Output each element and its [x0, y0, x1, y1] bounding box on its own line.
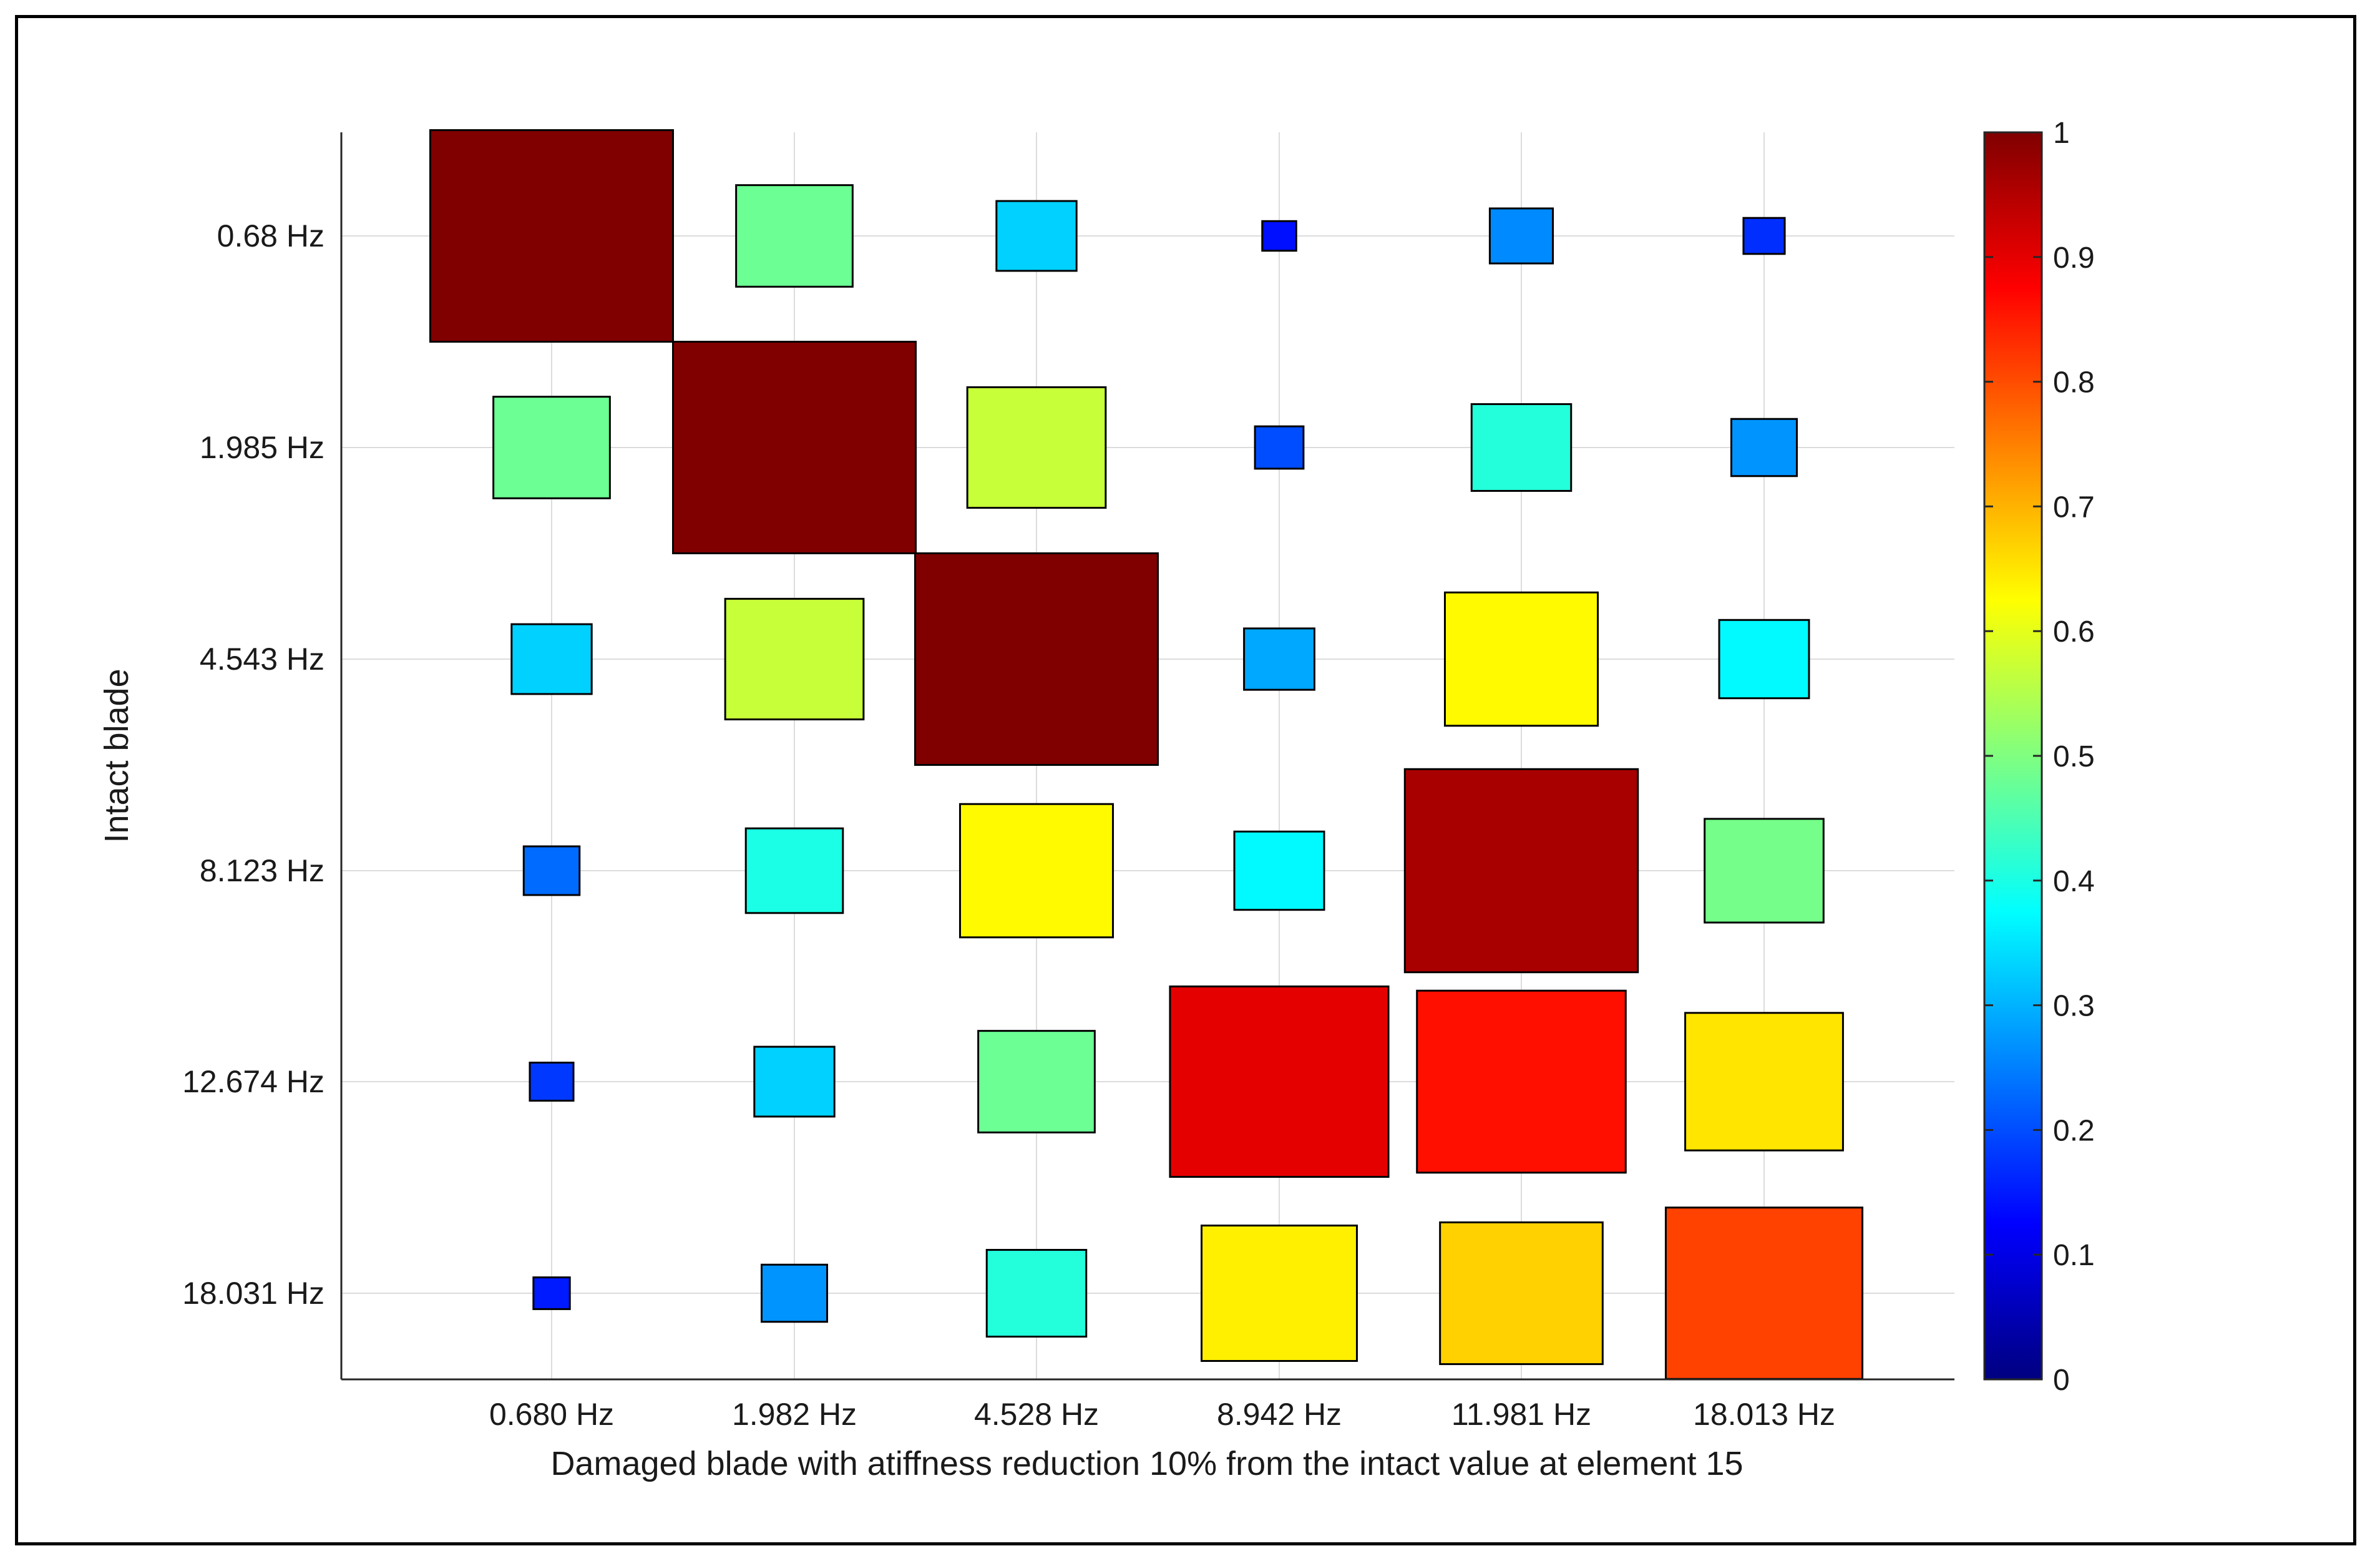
heatmap-cell-r5-c2 [985, 1249, 1088, 1338]
y-tick-label: 4.543 Hz [200, 642, 324, 677]
figure-frame [15, 15, 2356, 1545]
heatmap-cell-r1-c1 [672, 341, 917, 554]
heatmap-cell-r5-c3 [1201, 1225, 1358, 1362]
y-tick-labels: 0.68 Hz 1.985 Hz 4.543 Hz 8.123 Hz 12.674 Hz… [182, 218, 324, 1311]
heatmap-cell-r3-c3 [1233, 830, 1325, 911]
heatmap-cell-r1-c4 [1470, 403, 1573, 492]
x-tick-label: 4.528 Hz [974, 1397, 1099, 1432]
heatmap-cell-r4-c1 [753, 1045, 836, 1118]
colorbar-tick-label: 0.2 [2053, 1114, 2095, 1147]
x-tick-labels: 0.680 Hz 1.982 Hz 4.528 Hz 8.942 Hz 11.981 H… [489, 1397, 1835, 1432]
heatmap-cell-r2-c0 [510, 623, 593, 695]
colorbar-tick-label: 0.7 [2053, 491, 2095, 524]
y-axis-label: Intact blade [98, 668, 135, 843]
heatmap-cell-r5-c4 [1439, 1221, 1604, 1366]
colorbar-tick-label: 0.5 [2053, 740, 2095, 773]
heatmap-cell-r3-c2 [958, 803, 1114, 939]
heatmap-cell-r1-c2 [966, 386, 1107, 509]
heatmap-cell-r5-c5 [1664, 1206, 1864, 1380]
colorbar-tick-label: 0.6 [2053, 615, 2095, 648]
heatmap-cell-r4-c5 [1684, 1012, 1844, 1152]
heatmap-cell-r2-c4 [1443, 591, 1599, 727]
y-tick-label: 18.031 Hz [182, 1276, 324, 1311]
heatmap-cell-r0-c5 [1742, 217, 1786, 255]
heatmap-cell-r3-c0 [522, 845, 581, 896]
y-tick-label: 12.674 Hz [182, 1064, 324, 1099]
heatmap-cell-r0-c4 [1488, 207, 1554, 265]
y-tick-label: 8.123 Hz [200, 853, 324, 888]
x-tick-label: 18.013 Hz [1693, 1397, 1835, 1432]
heatmap-cell-r0-c1 [735, 184, 854, 288]
heatmap-cell-r4-c4 [1416, 989, 1627, 1174]
heatmap-cell-r5-c0 [532, 1276, 571, 1310]
colorbar-tick-labels: 0 0.1 0.2 0.3 0.4 0.5 0.6 0.7 0.8 0.9 1 [1984, 117, 2095, 1397]
x-tick-label: 8.942 Hz [1217, 1397, 1342, 1432]
colorbar-tick-label: 1 [2053, 117, 2070, 150]
heatmap-cell-r3-c1 [744, 827, 844, 914]
colorbar-tick-label: 0.8 [2053, 366, 2095, 399]
heatmap-cells [429, 129, 1864, 1380]
x-tick-label: 11.981 Hz [1451, 1397, 1591, 1432]
heatmap-cell-r1-c3 [1254, 425, 1305, 470]
x-tick-label: 1.982 Hz [732, 1397, 857, 1432]
heatmap-cell-r3-c5 [1704, 818, 1825, 924]
heatmap-cell-r4-c2 [977, 1030, 1096, 1133]
heatmap-cell-r5-c1 [760, 1263, 829, 1323]
colorbar-tick-label: 0.1 [2053, 1239, 2095, 1272]
heatmap-cell-r2-c5 [1718, 619, 1810, 700]
heatmap-cell-r0-c3 [1261, 220, 1297, 252]
heatmap-cell-r0-c2 [995, 200, 1078, 272]
y-tick-label: 1.985 Hz [200, 430, 324, 465]
heatmap-cell-r3-c4 [1403, 768, 1639, 974]
heatmap-cell-r4-c0 [529, 1061, 575, 1102]
x-axis-label: Damaged blade with atiffness reduction 1… [550, 1445, 1743, 1482]
colorbar-tick-label: 0.3 [2053, 990, 2095, 1023]
heatmap-cell-r2-c2 [914, 552, 1159, 766]
colorbar-tick-label: 0.4 [2053, 865, 2095, 898]
colorbar-tick-label: 0.9 [2053, 242, 2095, 275]
heatmap-cell-r0-c0 [429, 129, 674, 343]
heatmap-cell-r4-c3 [1169, 985, 1390, 1178]
heatmap-cell-r2-c1 [724, 597, 865, 721]
colorbar-tick-label: 0 [2053, 1364, 2070, 1397]
axes [340, 132, 1954, 1381]
heatmap-cell-r1-c5 [1730, 418, 1798, 477]
heatmap-cell-r2-c3 [1243, 627, 1315, 691]
y-tick-label: 0.68 Hz [217, 218, 324, 253]
x-tick-label: 0.680 Hz [489, 1397, 614, 1432]
heatmap-cell-r1-c0 [492, 396, 611, 499]
